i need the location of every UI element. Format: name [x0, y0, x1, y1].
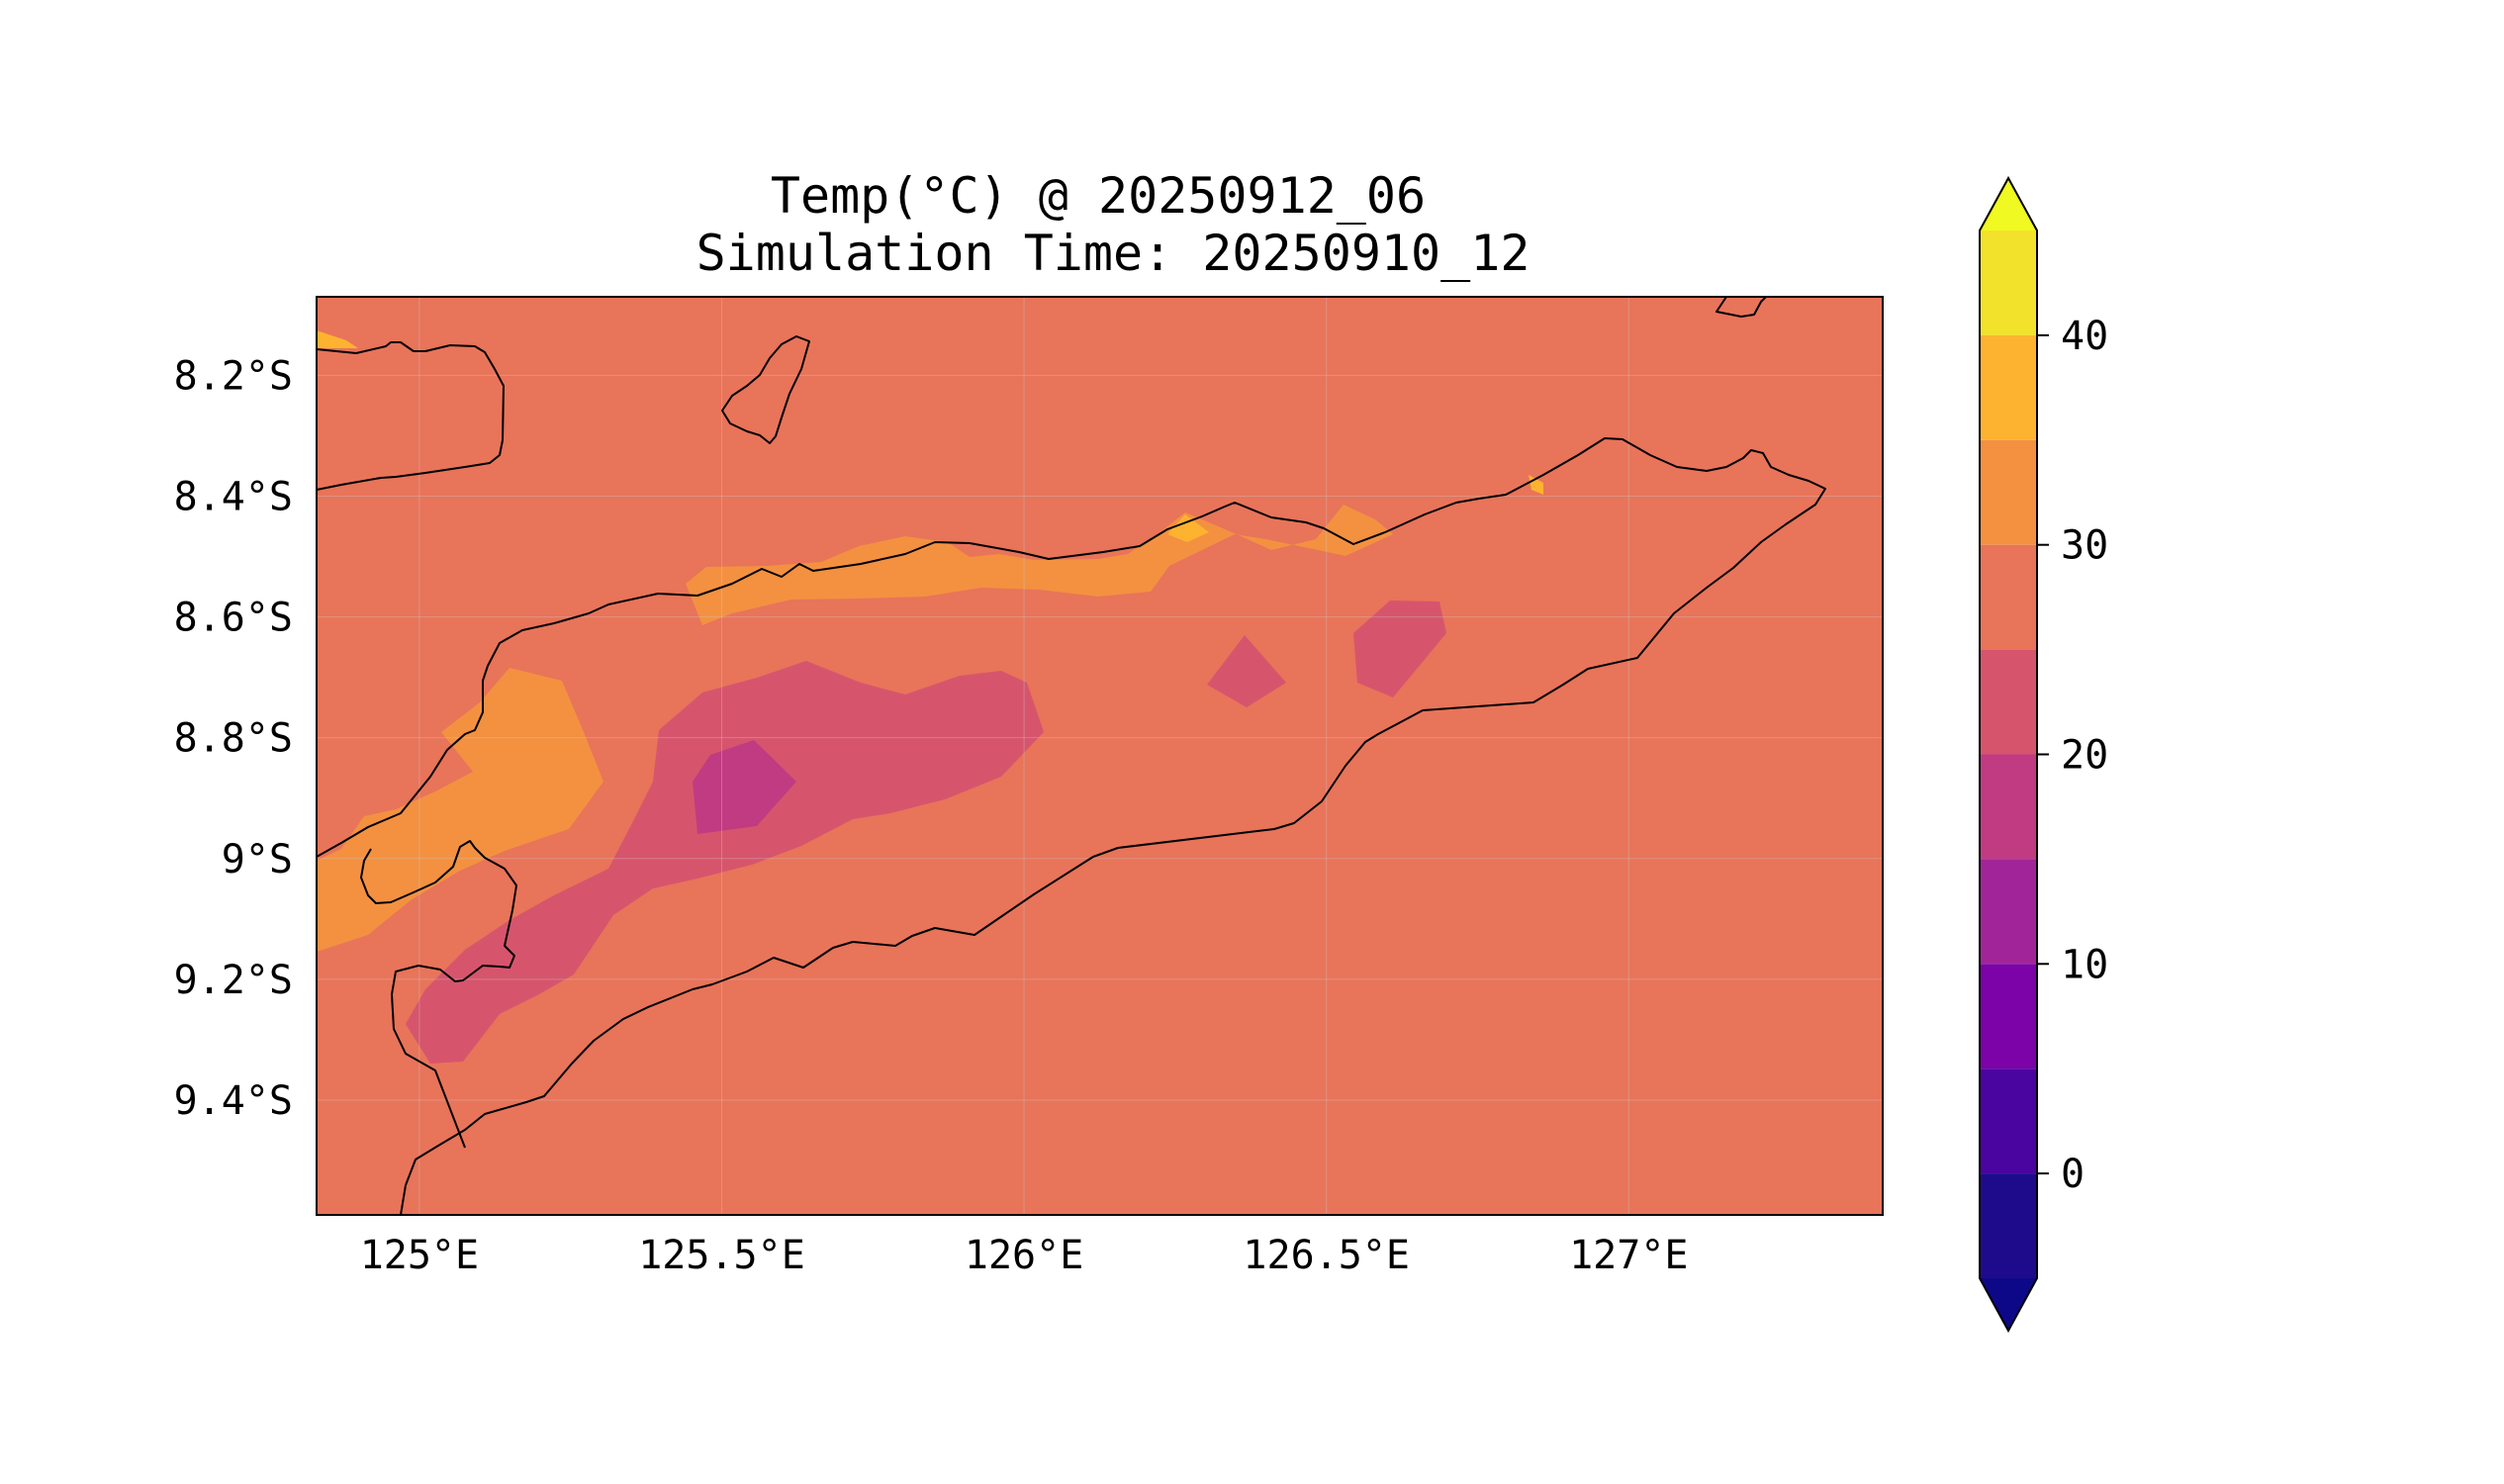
contour-20-25-east-2 [1353, 601, 1446, 697]
colorbar-segment [1980, 649, 2037, 755]
contour-20-25-east-1 [1207, 635, 1286, 707]
colorbar-segment [1980, 334, 2037, 440]
map-gridlines [317, 297, 1883, 1215]
colorbar-tick-label: 10 [2061, 942, 2108, 987]
colorbar-extend-min [1980, 1278, 2037, 1331]
colorbar-segment [1980, 859, 2037, 965]
colorbar-tick-label: 40 [2061, 314, 2108, 359]
y-tick-label: 8.4°S [174, 474, 293, 519]
coastline-island-northeast [1716, 297, 1767, 318]
contour-30-35-west [317, 668, 603, 952]
map-plot-area [317, 297, 1883, 1215]
coastline-island-small-north [721, 335, 810, 444]
colorbar-segment [1980, 544, 2037, 650]
coastline-timor-north [317, 437, 1826, 1215]
y-tick-label: 9.4°S [174, 1078, 293, 1124]
colorbar-extend-max [1980, 178, 2037, 231]
contour-35-40-north-coast [1167, 514, 1209, 542]
contour-35-40-northwest [317, 330, 358, 348]
coastline-island-northwest [317, 341, 505, 491]
x-tick-label: 125°E [360, 1233, 479, 1278]
colorbar-segment [1980, 1173, 2037, 1278]
colorbar-tick-label: 20 [2061, 733, 2108, 779]
map-title-line2: Simulation Time: 20250910_12 [696, 225, 1530, 282]
x-tick-label: 126.5°E [1243, 1233, 1410, 1278]
x-tick-label: 125.5°E [638, 1233, 805, 1278]
coastline-timor-south-west [360, 840, 517, 1149]
contour-20-25-central [406, 661, 1044, 1064]
contour-30-35-north-coast [686, 505, 1393, 625]
colorbar-segment [1980, 439, 2037, 545]
y-tick-label: 8.8°S [174, 716, 293, 762]
contour-15-20-central [693, 740, 796, 834]
colorbar-tick-label: 0 [2061, 1152, 2085, 1197]
map-title-line1: Temp(°C) @ 20250912_06 [771, 167, 1426, 225]
x-tick-label: 126°E [965, 1233, 1083, 1278]
colorbar-tick-label: 30 [2061, 523, 2108, 569]
y-tick-label: 9°S [222, 837, 293, 882]
colorbar-outline [1979, 175, 2038, 1334]
x-tick-label: 127°E [1569, 1233, 1688, 1278]
temperature-contours [317, 330, 1543, 1064]
colorbar: 0 10 20 30 40 [1979, 175, 2108, 1334]
x-axis: 125°E 125.5°E 126°E 126.5°E 127°E [360, 1233, 1689, 1278]
y-tick-label: 8.6°S [174, 596, 293, 641]
colorbar-segment [1980, 231, 2037, 335]
colorbar-segment [1980, 754, 2037, 860]
colorbar-segment [1980, 1068, 2037, 1174]
y-axis: 8.2°S 8.4°S 8.6°S 8.8°S 9°S 9.2°S 9.4°S [174, 353, 293, 1124]
y-tick-label: 9.2°S [174, 958, 293, 1003]
map-frame [316, 296, 1884, 1216]
coastlines [317, 297, 1826, 1215]
colorbar-segment [1980, 964, 2037, 1069]
y-tick-label: 8.2°S [174, 353, 293, 399]
